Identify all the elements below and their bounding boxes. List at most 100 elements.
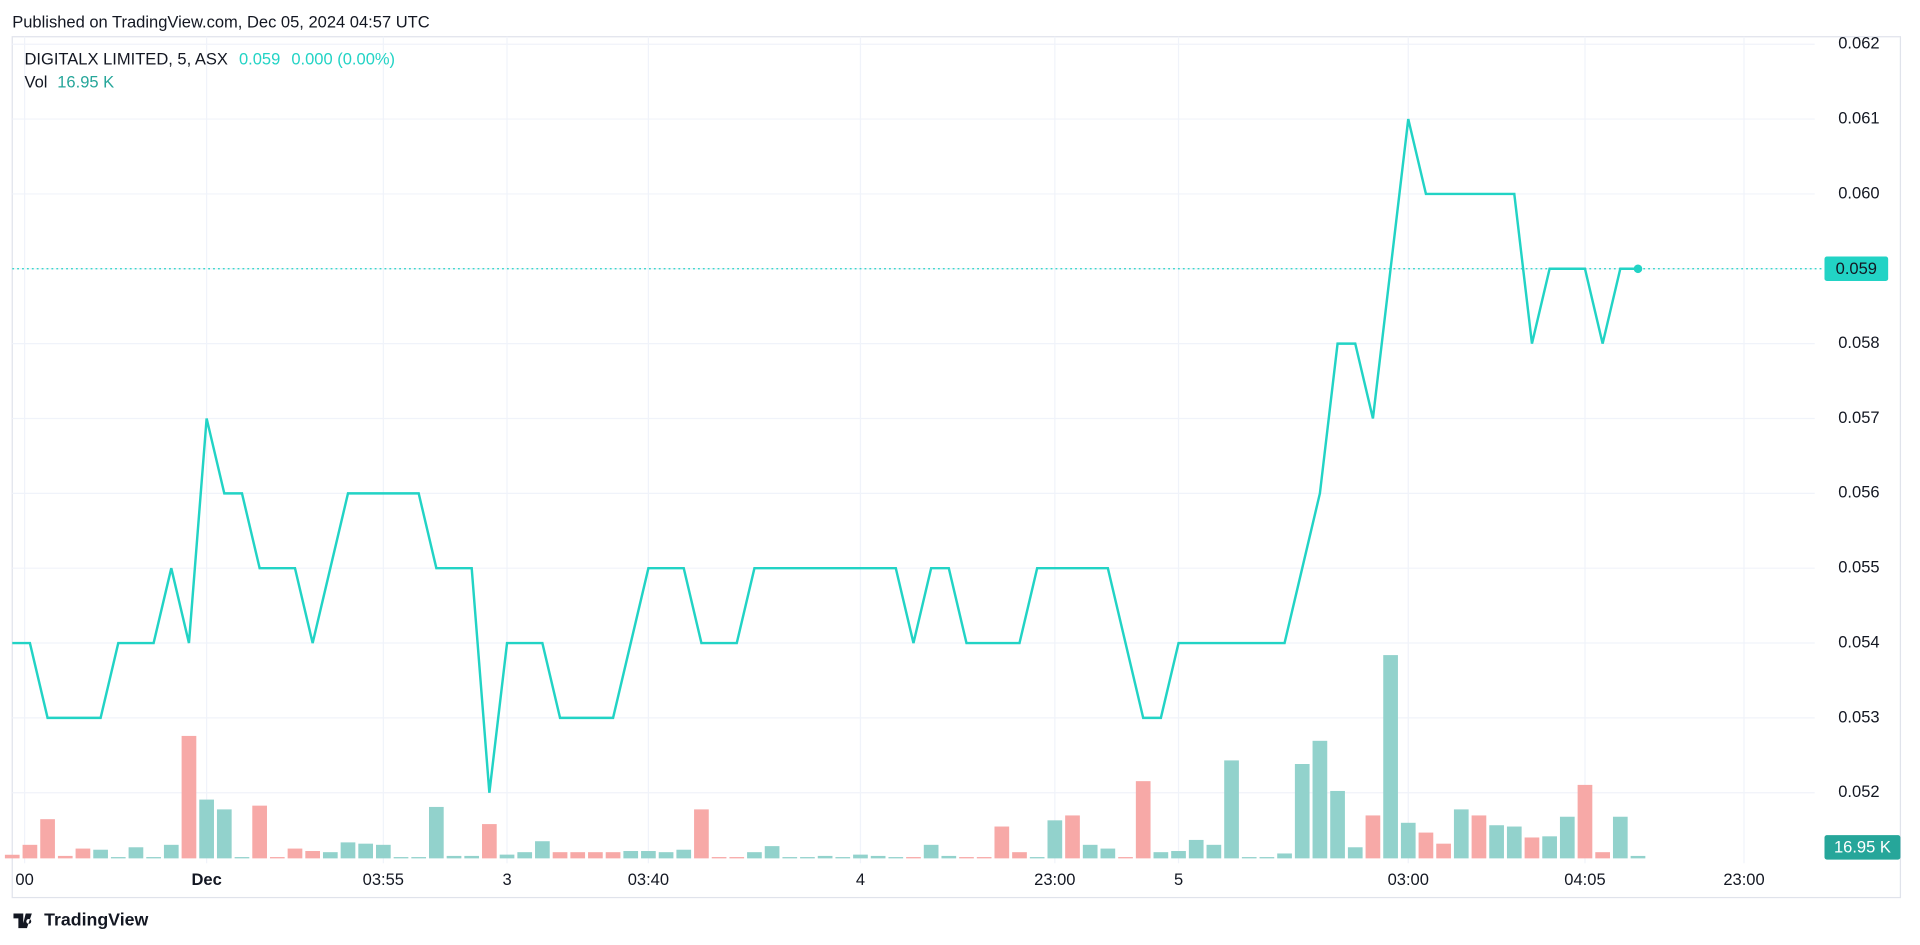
volume-label: 16.95 K	[1834, 837, 1891, 856]
volume-bar	[1224, 760, 1239, 859]
volume-bar	[1489, 825, 1504, 859]
volume-bar	[1294, 764, 1310, 859]
volume-bar	[411, 857, 427, 859]
volume-bar	[711, 857, 727, 859]
chart-frame	[11, 36, 1902, 899]
y-tick-label: 0.061	[1838, 108, 1879, 127]
volume-bar	[199, 799, 214, 859]
volume-bar	[322, 852, 338, 859]
volume-bar	[1471, 815, 1487, 859]
volume-bar	[658, 852, 674, 859]
volume-bar	[22, 844, 38, 859]
volume-bar	[1453, 809, 1469, 859]
footer-logo	[13, 913, 32, 929]
volume-bar	[623, 851, 639, 859]
volume-bar	[994, 826, 1010, 859]
volume-bar	[429, 806, 444, 859]
y-tick-label: 0.055	[1838, 558, 1879, 577]
volume-bar	[93, 849, 108, 859]
volume-bar	[1365, 815, 1381, 859]
volume-bar	[853, 854, 868, 859]
volume-bar	[4, 854, 20, 859]
volume-bar	[1506, 826, 1522, 859]
volume-bar	[976, 857, 992, 859]
volume-bar	[1029, 857, 1045, 859]
volume-bar	[1206, 844, 1222, 859]
x-tick-label: 5	[1174, 870, 1183, 889]
volume-label-box	[1824, 835, 1901, 860]
y-tick-label: 0.054	[1838, 632, 1879, 651]
last-price-label: 0.059	[1836, 259, 1877, 278]
volume-bar	[517, 852, 533, 859]
volume-bar	[747, 852, 762, 859]
volume-bar	[163, 844, 179, 859]
y-tick-label: 0.062	[1838, 34, 1879, 53]
volume-bar	[1118, 857, 1133, 859]
x-tick-label: 3	[502, 870, 511, 889]
volume-bar	[482, 824, 497, 859]
legend-volume-value: 16.95 K	[57, 73, 114, 92]
volume-bar	[1100, 848, 1116, 859]
y-tick-label: 0.057	[1838, 408, 1879, 427]
volume-bar	[1577, 784, 1593, 859]
volume-bar	[800, 857, 815, 859]
volume-bar	[817, 855, 833, 859]
volume-bar	[234, 857, 250, 859]
volume-bar	[1065, 815, 1080, 859]
volume-bar	[110, 857, 126, 859]
volume-bar	[1524, 837, 1540, 859]
volume-bar	[1436, 843, 1451, 859]
volume-bar	[375, 844, 391, 859]
x-tick-label: 00	[15, 870, 33, 889]
y-tick-label: 0.056	[1838, 483, 1879, 502]
volume-bar	[181, 735, 197, 859]
legend-change: 0.000 (0.00%)	[291, 49, 395, 68]
volume-bar	[1630, 855, 1646, 859]
x-tick-label: 03:40	[628, 870, 669, 889]
volume-bar	[588, 852, 603, 859]
footer-brand: TradingView	[44, 910, 148, 930]
volume-bar	[1542, 836, 1557, 859]
volume-bar	[1171, 851, 1186, 859]
volume-bar	[1012, 852, 1027, 859]
volume-bar	[764, 846, 780, 859]
volume-bar	[641, 851, 656, 859]
legend-volume-name: Vol	[24, 73, 47, 92]
volume-bar	[941, 855, 957, 859]
volume-bar	[57, 855, 73, 859]
volume-bar	[1047, 820, 1063, 859]
volume-bar	[959, 857, 974, 859]
x-tick-label: 04:05	[1564, 870, 1605, 889]
volume-bar	[570, 852, 586, 859]
volume-bar	[1259, 857, 1275, 859]
volume-bar	[535, 841, 550, 859]
volume-bar	[1241, 857, 1257, 859]
legend-price: 0.059	[239, 49, 280, 68]
volume-bar	[393, 857, 409, 859]
x-tick-label: 4	[856, 870, 865, 889]
volume-bar	[1330, 790, 1345, 859]
y-tick-label: 0.058	[1838, 333, 1879, 352]
volume-bar	[1612, 816, 1628, 859]
x-tick-label: Dec	[191, 870, 221, 889]
volume-bar	[287, 848, 303, 859]
volume-bar	[216, 809, 232, 859]
volume-bar	[75, 848, 91, 859]
volume-bar	[1312, 740, 1328, 859]
volume-bar	[1153, 852, 1169, 859]
last-price-box	[1824, 256, 1889, 282]
volume-bar	[676, 849, 692, 859]
volume-bar	[146, 857, 161, 859]
x-tick-label: 03:55	[363, 870, 404, 889]
volume-bar	[252, 805, 267, 859]
volume-bar	[1383, 655, 1398, 859]
volume-bar	[1082, 844, 1098, 859]
price-line	[12, 118, 1638, 793]
volume-bar	[1418, 832, 1434, 859]
y-tick-label: 0.053	[1838, 707, 1879, 726]
volume-bar	[552, 852, 568, 859]
volume-bar	[1559, 816, 1575, 859]
volume-bar	[605, 852, 621, 859]
volume-bar	[1135, 781, 1151, 859]
